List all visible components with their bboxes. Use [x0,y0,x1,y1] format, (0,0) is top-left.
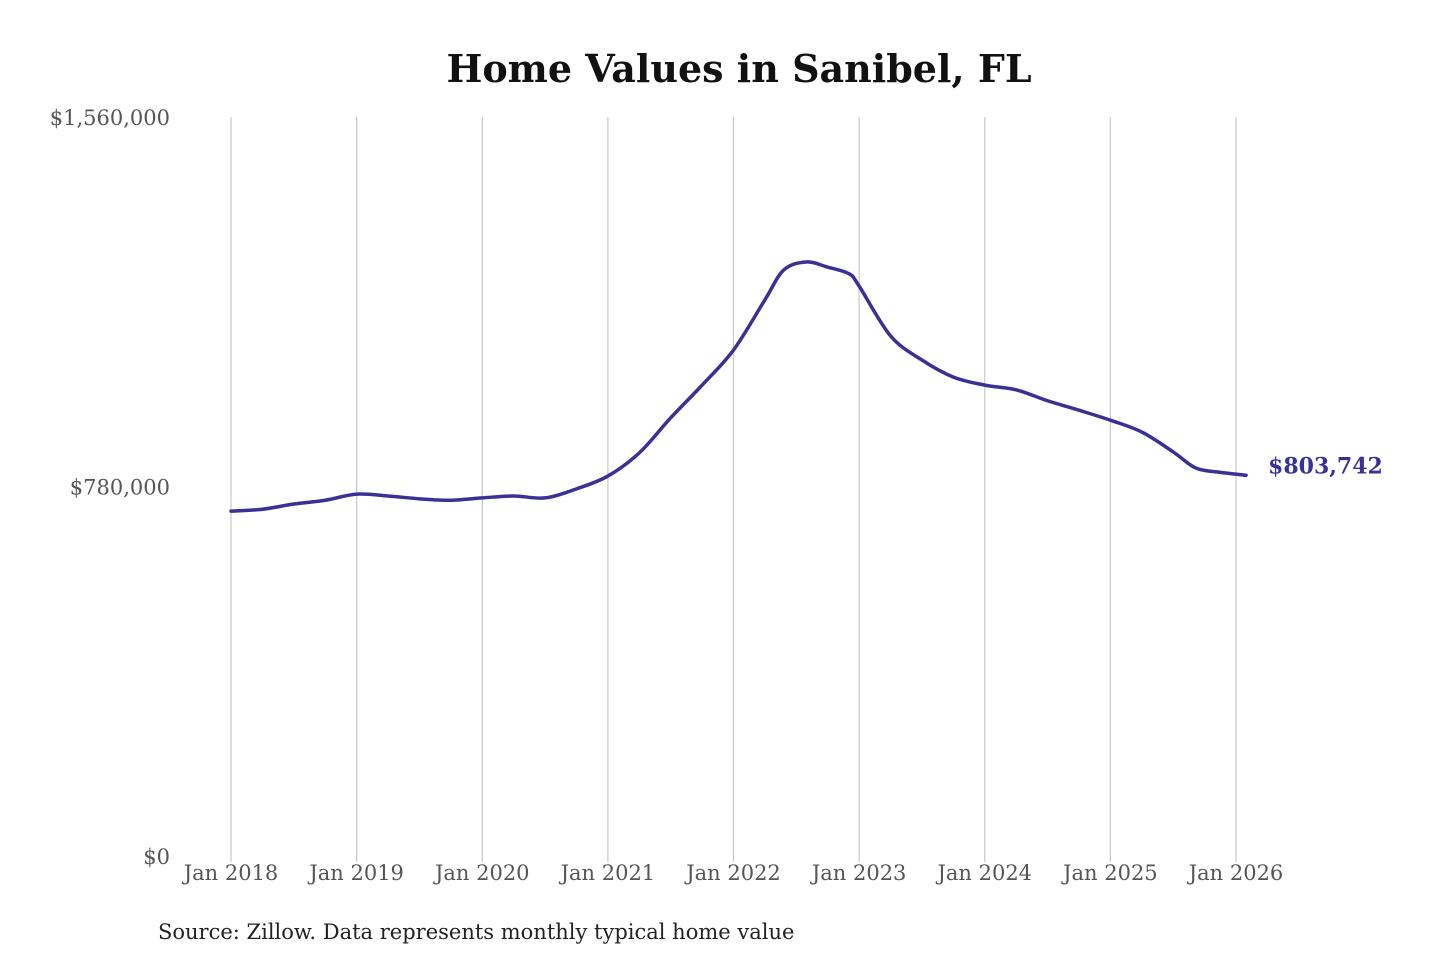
x-tick-label: Jan 2023 [810,861,907,885]
x-tick-label: Jan 2020 [433,861,530,885]
x-tick-label: Jan 2021 [559,861,656,885]
y-tick-label: $780,000 [70,476,170,500]
x-tick-label: Jan 2022 [684,861,781,885]
x-tick-label: Jan 2025 [1061,861,1158,885]
chart-title: Home Values in Sanibel, FL [446,46,1031,91]
x-tick-label: Jan 2024 [935,861,1032,885]
x-tick-label: Jan 2019 [307,861,404,885]
end-value-label: $803,742 [1268,453,1383,479]
x-tick-label: Jan 2018 [182,861,279,885]
series-line [229,260,1248,513]
y-tick-label: $1,560,000 [50,106,170,130]
x-tick-label: Jan 2026 [1187,861,1284,885]
source-note: Source: Zillow. Data represents monthly … [158,920,794,944]
y-tick-label: $0 [143,845,170,869]
